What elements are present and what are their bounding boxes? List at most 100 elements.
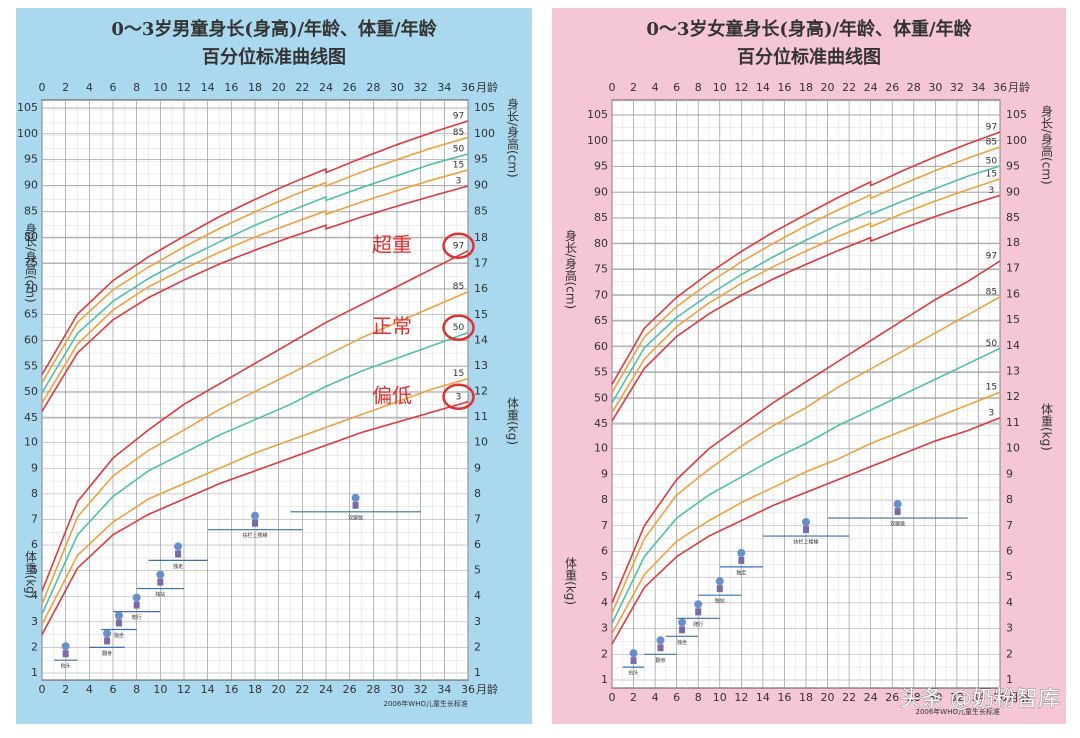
curve-label: 3 — [456, 177, 462, 187]
curve-label: 97 — [986, 122, 997, 132]
y-tick-label: 90 — [24, 179, 38, 192]
x-tick-label: 18 — [799, 691, 813, 704]
y-tick-label: 80 — [594, 237, 608, 250]
y2-tick-label: 9 — [474, 461, 481, 474]
x-tick-label: 26 — [343, 683, 357, 696]
y2-tick-label: 14 — [474, 333, 488, 346]
y2-tick-label: 2 — [1006, 647, 1013, 660]
x-tick-label: 4 — [86, 683, 93, 696]
y-tick-label: 50 — [594, 391, 608, 404]
y2-tick-label: 1 — [1006, 673, 1013, 686]
y2-tick-label: 2 — [474, 640, 481, 653]
x-tick-label: 12 — [177, 683, 191, 696]
milestone-icon — [156, 570, 165, 579]
milestone-icon — [352, 501, 359, 509]
y2-tick-label: 6 — [474, 538, 481, 551]
x-tick-label: 16 — [777, 81, 791, 94]
watermark: 头条 @奶粉智库 — [899, 687, 1060, 712]
x-tick-label: 20 — [272, 81, 286, 94]
y2-tick-label: 3 — [474, 615, 481, 628]
source-note: 2006年WHO儿童生长标准 — [915, 707, 1000, 716]
y2-tick-label: 4 — [474, 589, 481, 602]
milestone-label: 独坐 — [114, 632, 124, 639]
x-tick-label: 32 — [950, 81, 964, 94]
x-tick-label: 8 — [133, 81, 140, 94]
x-tick-label: 0 — [39, 683, 46, 696]
y2-tick-label: 13 — [1006, 365, 1020, 378]
y-tick-label: 95 — [594, 160, 608, 173]
x-tick-label: 28 — [366, 81, 380, 94]
x-tick-label: 36 — [993, 691, 1007, 704]
x-tick-label: 30 — [928, 691, 942, 704]
x-tick-label: 36 — [461, 81, 475, 94]
y2-tick-label: 1 — [601, 673, 608, 686]
y-axis-label: 身长/身高(cm) — [506, 97, 520, 178]
percentile-curve — [41, 400, 469, 635]
milestone-label: 独坐 — [677, 639, 687, 646]
x-tick-label: 18 — [799, 81, 813, 94]
source-note: 2006年WHO儿童生长标准 — [383, 699, 468, 708]
y-tick-label: 75 — [594, 263, 608, 276]
y2-tick-label: 5 — [1006, 570, 1013, 583]
y2-tick-label: 1 — [474, 666, 481, 679]
milestone-label: 独站 — [715, 598, 725, 605]
x-axis-label: 月龄 — [476, 80, 498, 94]
x-tick-label: 30 — [390, 81, 404, 94]
x-axis-label: 月龄 — [1008, 690, 1030, 704]
y-tick-label: 75 — [24, 256, 38, 269]
x-tick-label: 32 — [950, 691, 964, 704]
milestone-label: 扶栏上楼梯 — [793, 539, 818, 546]
percentile-curve — [41, 136, 469, 384]
y2-tick-label: 16 — [474, 282, 488, 295]
x-tick-label: 16 — [224, 683, 238, 696]
y-tick-label: 105 — [474, 101, 495, 114]
y2-tick-label: 17 — [474, 257, 488, 270]
y2-tick-label: 3 — [601, 622, 608, 635]
y2-tick-label: 16 — [1006, 287, 1020, 300]
chart-title: 0～3岁女童身长(身高)/年龄、体重/年龄 — [646, 18, 972, 40]
y2-tick-label: 15 — [474, 308, 488, 321]
x-tick-label: 14 — [201, 81, 215, 94]
x-tick-label: 4 — [86, 81, 93, 94]
x-tick-label: 22 — [295, 683, 309, 696]
x-tick-label: 24 — [864, 81, 878, 94]
y-tick-label: 85 — [24, 204, 38, 217]
y2-tick-label: 12 — [474, 385, 488, 398]
milestone-icon — [738, 556, 745, 564]
x-tick-label: 30 — [390, 683, 404, 696]
curve-label: 15 — [986, 383, 997, 393]
y2-axis-label: 体重(kg) — [24, 550, 38, 598]
milestone-icon — [174, 542, 183, 551]
milestone-icon — [61, 642, 70, 651]
milestone-icon — [802, 518, 810, 527]
curve-label: 85 — [453, 128, 464, 138]
y2-tick-label: 7 — [601, 519, 608, 532]
milestone-label: 双脚跳 — [890, 521, 905, 528]
curve-label: 50 — [453, 144, 465, 154]
x-tick-label: 14 — [756, 691, 770, 704]
y2-tick-label: 17 — [1006, 262, 1020, 275]
milestone-icon — [715, 577, 724, 586]
curve-label: 97 — [453, 111, 464, 121]
x-tick-label: 8 — [133, 683, 140, 696]
x-tick-label: 28 — [907, 691, 921, 704]
y-tick-label: 95 — [24, 153, 38, 166]
x-tick-label: 14 — [201, 683, 215, 696]
x-tick-label: 2 — [62, 81, 69, 94]
curve-label: 15 — [453, 369, 464, 379]
y-tick-label: 100 — [1006, 134, 1027, 147]
x-tick-label: 34 — [437, 683, 451, 696]
curve-label: 97 — [986, 251, 997, 261]
milestone-icon — [656, 636, 665, 645]
y-tick-label: 45 — [594, 417, 608, 430]
milestone-label: 扶栏上楼梯 — [242, 532, 267, 539]
y2-tick-label: 3 — [1006, 622, 1013, 635]
annotation-circle — [442, 383, 475, 411]
percentile-curve — [611, 146, 1001, 393]
y2-tick-label: 9 — [31, 461, 38, 474]
curve-label: 97 — [453, 241, 464, 251]
chart-title: 0～3岁男童身长(身高)/年龄、体重/年龄 — [111, 18, 437, 40]
y-tick-label: 70 — [24, 282, 38, 295]
y2-tick-label: 15 — [1006, 313, 1020, 326]
